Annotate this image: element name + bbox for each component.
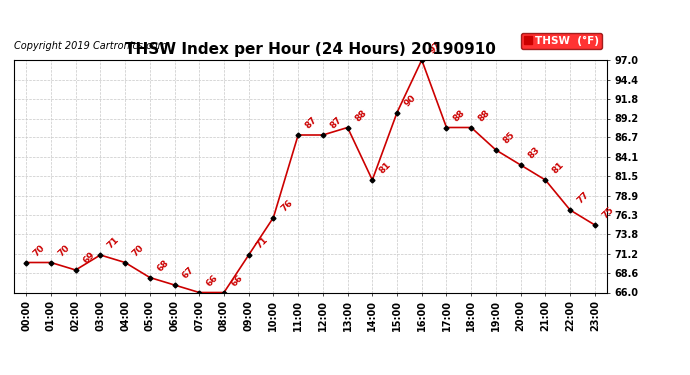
Text: 71: 71 — [106, 236, 121, 251]
Text: 85: 85 — [502, 130, 517, 146]
Text: 71: 71 — [254, 236, 270, 251]
Text: 69: 69 — [81, 251, 97, 266]
Text: 70: 70 — [130, 243, 146, 258]
Legend: THSW  (°F): THSW (°F) — [522, 33, 602, 49]
Text: 76: 76 — [279, 198, 294, 213]
Text: 88: 88 — [353, 108, 368, 123]
Text: 87: 87 — [328, 116, 344, 131]
Text: 97: 97 — [427, 40, 443, 56]
Text: 70: 70 — [57, 243, 72, 258]
Text: 90: 90 — [402, 93, 418, 108]
Text: 83: 83 — [526, 146, 542, 161]
Text: 77: 77 — [575, 190, 591, 206]
Text: 81: 81 — [551, 160, 566, 176]
Text: Copyright 2019 Cartronics.com: Copyright 2019 Cartronics.com — [14, 41, 167, 51]
Text: 66: 66 — [205, 273, 220, 288]
Text: 68: 68 — [155, 258, 170, 273]
Text: 75: 75 — [600, 206, 615, 221]
Text: 87: 87 — [304, 116, 319, 131]
Title: THSW Index per Hour (24 Hours) 20190910: THSW Index per Hour (24 Hours) 20190910 — [125, 42, 496, 57]
Text: 81: 81 — [378, 160, 393, 176]
Text: 70: 70 — [32, 243, 47, 258]
Text: 66: 66 — [230, 273, 245, 288]
Text: 88: 88 — [477, 108, 492, 123]
Text: 88: 88 — [452, 108, 467, 123]
Text: 67: 67 — [180, 266, 195, 281]
